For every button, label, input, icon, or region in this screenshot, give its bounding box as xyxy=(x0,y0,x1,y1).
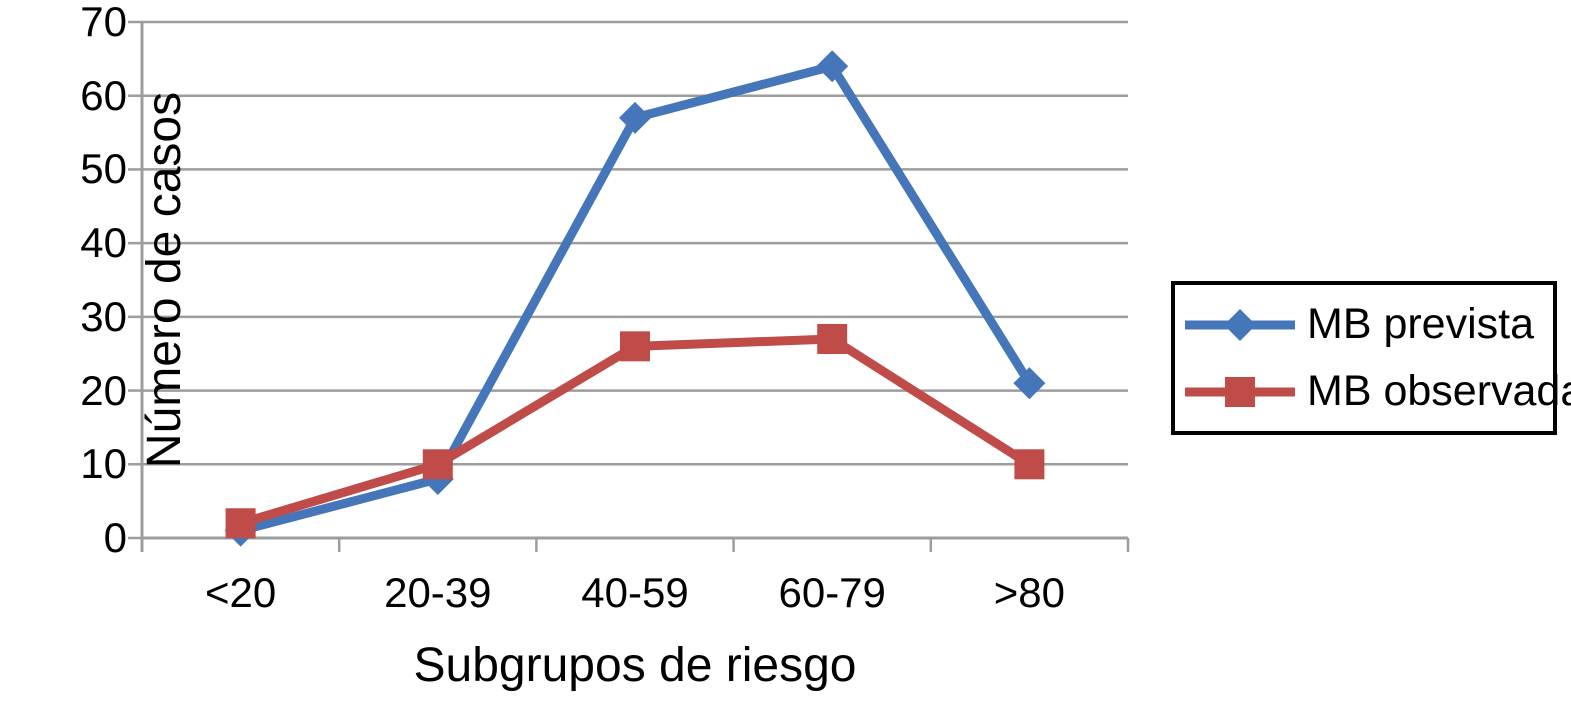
marker-square xyxy=(422,449,453,480)
y-tick-label: 70 xyxy=(80,0,127,45)
marker-square xyxy=(817,323,848,354)
marker-square xyxy=(620,331,650,362)
x-tick-label: 60-79 xyxy=(778,569,886,616)
y-tick-label: 60 xyxy=(80,71,127,119)
marker-diamond xyxy=(1013,367,1046,400)
x-tick-label: 40-59 xyxy=(581,569,689,616)
marker-diamond xyxy=(619,101,651,134)
x-tick-label: <20 xyxy=(204,569,277,616)
legend-swatch-square-icon xyxy=(1185,376,1295,407)
y-axis-title: Número de casos xyxy=(138,91,192,469)
series-line-mb-prevista xyxy=(236,61,1034,536)
marker-square xyxy=(225,508,256,539)
x-tick-label: >80 xyxy=(993,569,1066,616)
y-tick-label: 40 xyxy=(80,219,127,267)
marker-diamond xyxy=(816,50,849,83)
legend-swatch-diamond-icon xyxy=(1185,308,1295,341)
legend-label: MB observada xyxy=(1307,367,1571,415)
y-tick-label: 30 xyxy=(80,292,127,340)
x-tick-label: 20-39 xyxy=(384,569,492,616)
legend-item-mb-prevista: MB prevista xyxy=(1185,300,1553,349)
legend-label: MB prevista xyxy=(1307,300,1535,348)
legend: MB prevista MB observada xyxy=(1171,281,1571,435)
x-axis-title: Subgrupos de riesgo xyxy=(413,639,857,692)
y-tick-label: 20 xyxy=(80,366,127,414)
y-tick-label: 0 xyxy=(103,514,127,561)
y-tick-label: 10 xyxy=(80,440,127,488)
marker-square xyxy=(1014,449,1045,480)
y-tick-label: 50 xyxy=(80,145,127,193)
legend-item-mb-observada: MB observada xyxy=(1185,367,1571,416)
